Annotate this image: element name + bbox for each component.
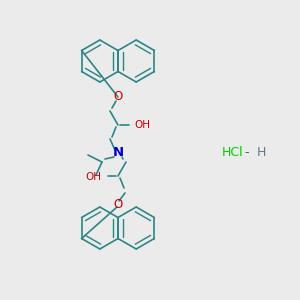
Text: H: H [256,146,266,158]
Text: HCl: HCl [222,146,244,158]
Text: OH: OH [134,120,150,130]
Text: N: N [112,146,124,160]
Text: OH: OH [85,172,101,182]
Text: -: - [241,146,253,158]
Text: O: O [113,197,123,211]
Text: O: O [113,91,123,103]
